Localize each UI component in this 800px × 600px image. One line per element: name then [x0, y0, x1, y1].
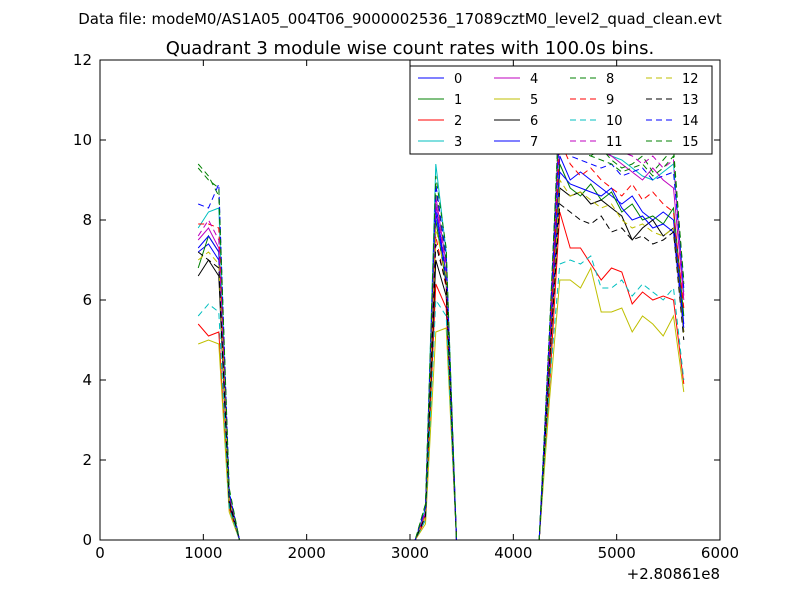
legend-label-12: 12: [682, 72, 699, 87]
series-line-14: [198, 123, 685, 540]
legend-label-0: 0: [454, 72, 462, 87]
series-line-2: [197, 211, 685, 540]
series-line-6: [197, 187, 685, 540]
series-line-13: [197, 203, 685, 540]
legend-label-15: 15: [682, 135, 699, 150]
x-tick-label: 1000: [184, 544, 222, 562]
legend-label-14: 14: [682, 114, 699, 129]
y-tick-label: 12: [73, 51, 92, 69]
y-tick-label: 8: [82, 211, 92, 229]
x-tick-label: 4000: [494, 544, 532, 562]
series-line-12: [197, 178, 685, 540]
series-line-0: [197, 155, 685, 540]
legend-label-8: 8: [606, 72, 614, 87]
legend-label-6: 6: [530, 114, 538, 129]
legend-label-11: 11: [606, 135, 623, 150]
legend-label-5: 5: [530, 93, 538, 108]
x-tick-label: 0: [95, 544, 105, 562]
legend-label-4: 4: [530, 72, 538, 87]
y-tick-label: 4: [82, 371, 92, 389]
legend-label-13: 13: [682, 93, 699, 108]
legend-label-3: 3: [454, 135, 462, 150]
legend-label-9: 9: [606, 93, 614, 108]
y-tick-label: 6: [82, 291, 92, 309]
legend-label-1: 1: [454, 93, 462, 108]
y-tick-label: 0: [82, 531, 92, 549]
series-line-9: [198, 139, 685, 540]
legend-label-10: 10: [606, 114, 623, 129]
series-line-10: [197, 255, 685, 540]
legend-label-7: 7: [530, 135, 538, 150]
y-tick-label: 10: [73, 131, 92, 149]
figure-suptitle: Data file: modeM0/AS1A05_004T06_90000025…: [78, 10, 722, 29]
chart-title: Quadrant 3 module wise count rates with …: [166, 38, 655, 59]
series-line-5: [198, 266, 685, 540]
x-tick-label: 3000: [391, 544, 429, 562]
x-tick-label: 6000: [701, 544, 739, 562]
y-tick-label: 2: [82, 451, 92, 469]
legend-label-2: 2: [454, 114, 462, 129]
x-tick-label: 2000: [288, 544, 326, 562]
series-line-7: [197, 170, 685, 540]
x-tick-label: 5000: [598, 544, 636, 562]
x-offset-label: +2.80861e8: [627, 565, 720, 583]
legend-frame: [409, 65, 713, 155]
series-line-15: [197, 103, 685, 540]
